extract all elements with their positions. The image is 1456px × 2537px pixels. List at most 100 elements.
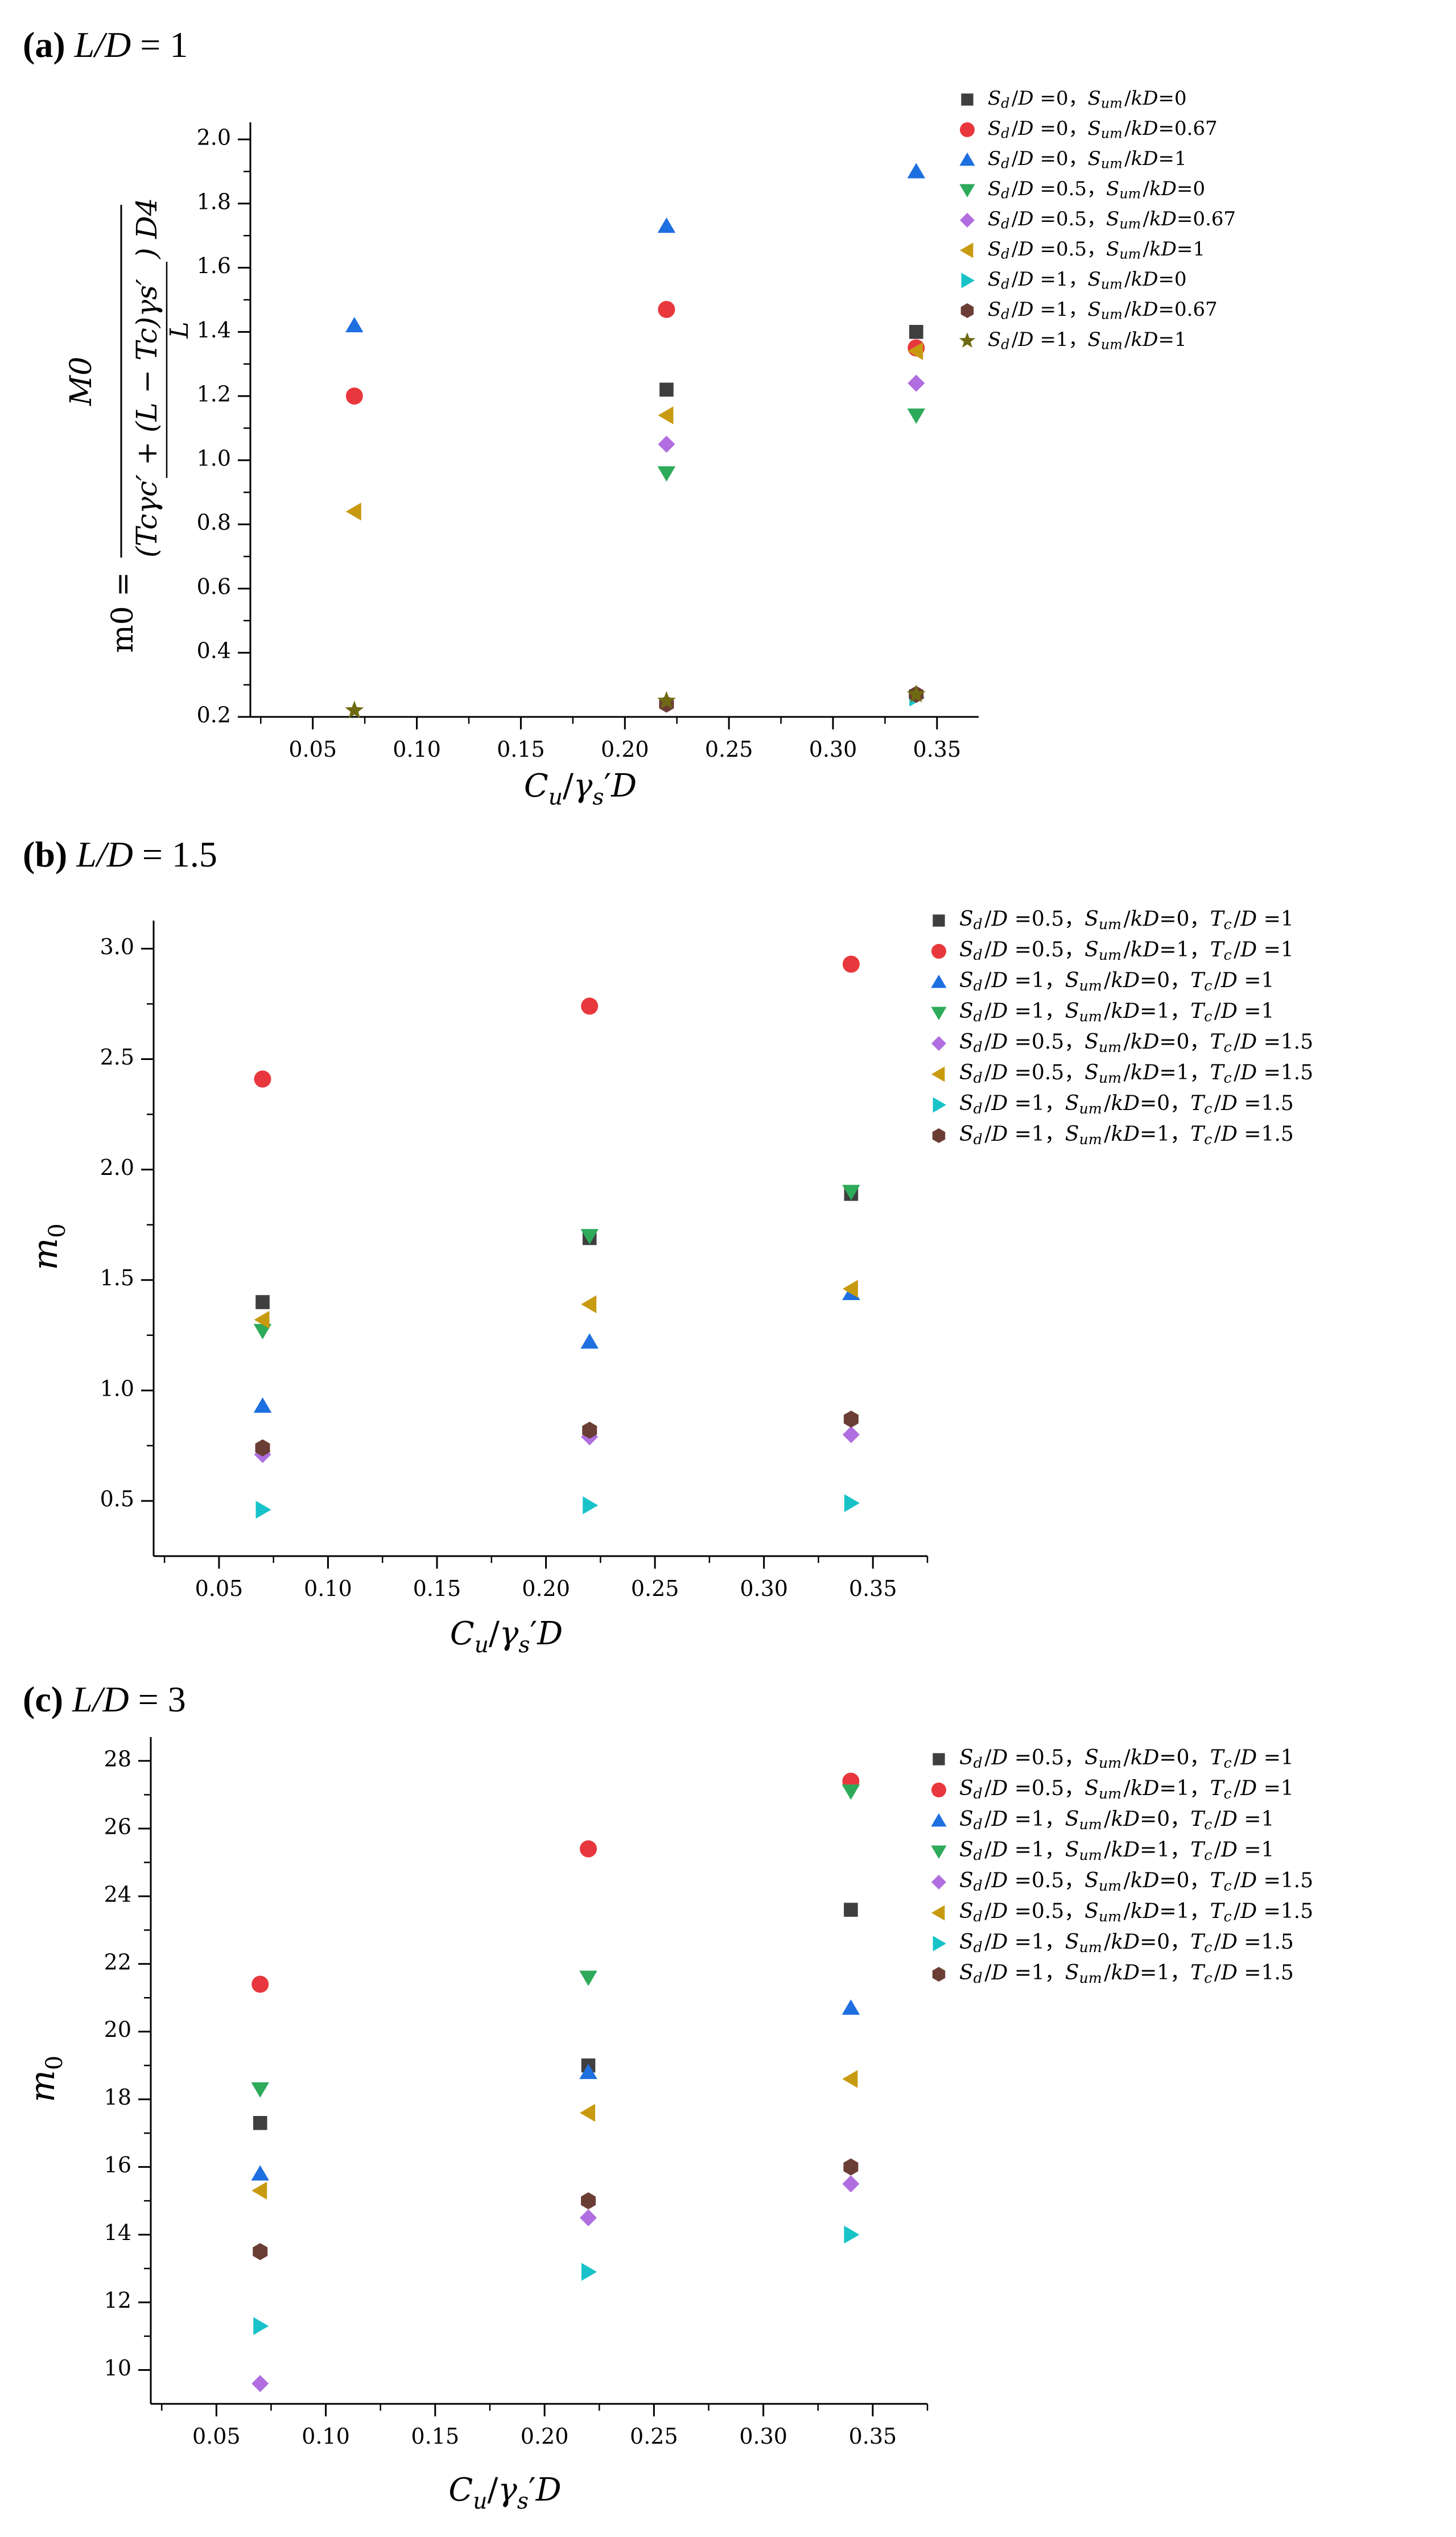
y-tick-label: 26 [104, 1814, 131, 1839]
legend-label: Sd /D =1，Sum /kD=1，Tc /D =1 [959, 1838, 1274, 1863]
legend-marker-up [959, 152, 975, 166]
legend-marker-right [961, 273, 975, 288]
point-left-1 [580, 2103, 596, 2122]
point-left-2 [842, 2070, 858, 2088]
panel-b-var: L/D [76, 834, 133, 874]
y-axis-label: m0 [26, 1223, 71, 1270]
point-up-2 [842, 1999, 860, 2015]
point-left-1 [581, 1295, 597, 1314]
legend-label: Sd /D =0.5，Sum /kD=1，Tc /D =1 [959, 1777, 1294, 1802]
panel-c-prefix: (c) [23, 1679, 73, 1719]
axes: 0.05 0.10 0.15 0.20 0.25 0.30 0.35 0.5 1.0 1.5 2.0… [100, 921, 929, 1601]
legend-label: Sd /D =0，Sum /kD=0 [988, 87, 1187, 111]
point-right-2 [844, 1494, 860, 1512]
panel-a-title: (a) L/D = 1 [23, 24, 188, 66]
point-circle-1 [580, 1840, 597, 1858]
legend-label: Sd /D =1，Sum /kD=1 [988, 328, 1187, 352]
point-down-0 [657, 466, 676, 482]
point-circle-0 [345, 387, 363, 405]
legend: Sd /D =0.5，Sum /kD=0，Tc /D =1 Sd /D =0.5，… [931, 1746, 1313, 1986]
x-tick-label: 0.30 [809, 737, 857, 762]
y-formula-denominator-tail: ) D4 [130, 198, 163, 259]
legend-label: Sd /D =0.5，Sum /kD=0，Tc /D =1.5 [959, 1030, 1313, 1055]
axes: 0.05 0.10 0.15 0.20 0.25 0.30 0.35 0.2 0.4 0.6 0.8… [197, 122, 979, 762]
panel-b-prefix: (b) [23, 834, 77, 874]
legend-label: Sd /D =0.5，Sum /kD=1，Tc /D =1.5 [959, 1061, 1313, 1086]
point-up-1 [657, 217, 676, 233]
point-circle-1 [581, 997, 599, 1015]
y-tick-label: 0.4 [197, 638, 231, 663]
point-square-2 [844, 1903, 858, 1917]
point-down-0 [251, 2082, 270, 2098]
legend-label: Sd /D =1，Sum /kD=0 [988, 268, 1187, 292]
legend-marker-right [933, 1097, 946, 1113]
legend-marker-left [931, 1905, 945, 1921]
y-tick-label: 1.8 [197, 189, 231, 214]
point-square-1 [909, 325, 923, 339]
x-tick-label: 0.25 [630, 2424, 678, 2449]
point-left-0 [254, 1310, 270, 1329]
y-tick-label: 28 [104, 1746, 131, 1771]
y-formula-inner-denominator: L [165, 321, 194, 339]
point-down-1 [907, 408, 926, 424]
x-tick-label: 0.30 [740, 1576, 788, 1601]
y-tick-label: 0.5 [100, 1486, 134, 1511]
point-star-0 [345, 700, 364, 719]
y-tick-label: 1.0 [100, 1376, 134, 1401]
x-tick-label: 0.25 [631, 1576, 679, 1601]
y-axis-formula: m0 = M0 (Tcγc′ + (L − Tc)γs′ L) D4 [64, 198, 194, 653]
legend-marker-up [931, 1813, 947, 1827]
point-diamond-1 [908, 374, 925, 392]
panel-c-title: (c) L/D = 3 [23, 1678, 186, 1721]
y-tick-label: 2.5 [100, 1045, 134, 1070]
point-down-1 [580, 1229, 599, 1245]
y-tick-label: 18 [104, 2085, 131, 2110]
legend-marker-down [931, 1006, 947, 1020]
y-tick-label: 0.6 [197, 574, 231, 599]
point-diamond-2 [842, 2175, 860, 2193]
legend-marker-left [931, 1066, 945, 1082]
x-tick-label: 0.10 [393, 737, 441, 762]
chart-panel-b: 0.05 0.10 0.15 0.20 0.25 0.30 0.35 0.5 1.0 1.5 2.0… [26, 907, 1313, 1658]
panel-c-var: L/D [72, 1679, 129, 1719]
legend-label: Sd /D =0，Sum /kD=0.67 [988, 117, 1218, 141]
point-hex-0 [255, 1439, 270, 1457]
legend-marker-circle [960, 122, 975, 137]
legend-marker-down [959, 184, 975, 197]
legend-label: Sd /D =1，Sum /kD=1，Tc /D =1.5 [959, 1961, 1294, 1986]
y-tick-label: 0.8 [197, 510, 231, 535]
point-up-0 [253, 1397, 272, 1413]
point-square-0 [255, 1295, 270, 1309]
x-tick-label: 0.05 [195, 1576, 244, 1601]
y-tick-label: 1.4 [197, 317, 231, 343]
y-tick-label: 20 [104, 2017, 131, 2042]
y-tick-label: 3.0 [100, 934, 134, 959]
y-tick-label: 1.6 [197, 253, 231, 278]
point-diamond-0 [658, 435, 675, 453]
legend-marker-down [931, 1845, 947, 1859]
legend-label: Sd /D =1，Sum /kD=0，Tc /D =1.5 [959, 1092, 1294, 1117]
legend-marker-up [931, 975, 947, 988]
x-tick-label: 0.35 [849, 2424, 897, 2449]
y-tick-label: 24 [104, 1882, 131, 1907]
point-circle-1 [658, 300, 675, 318]
x-axis-label: Cu/γs′D [448, 2472, 561, 2514]
legend-label: Sd /D =0.5，Sum /kD=0，Tc /D =1 [959, 907, 1294, 933]
y-tick-label: 2.0 [100, 1155, 134, 1180]
y-tick-label: 0.2 [197, 703, 231, 728]
y-tick-label: 1.2 [197, 382, 231, 407]
legend-label: Sd /D =0.5，Sum /kD=0.67 [988, 208, 1236, 232]
point-right-2 [844, 2225, 860, 2244]
panel-b-title: (b) L/D = 1.5 [23, 834, 217, 876]
point-up-2 [907, 163, 926, 179]
point-left-0 [251, 2181, 267, 2200]
legend-marker-hex [932, 1128, 946, 1143]
legend-label: Sd /D =1，Sum /kD=0，Tc /D =1 [959, 969, 1274, 994]
point-star-2 [906, 684, 926, 703]
point-circle-0 [251, 1975, 269, 1993]
y-formula-denominator: (Tcγc′ + (L − Tc)γs′ [130, 278, 163, 558]
point-circle-0 [254, 1070, 271, 1088]
point-right-0 [255, 1500, 271, 1519]
point-right-1 [583, 1496, 599, 1515]
x-axis-label: Cu/γs′D [524, 768, 637, 810]
